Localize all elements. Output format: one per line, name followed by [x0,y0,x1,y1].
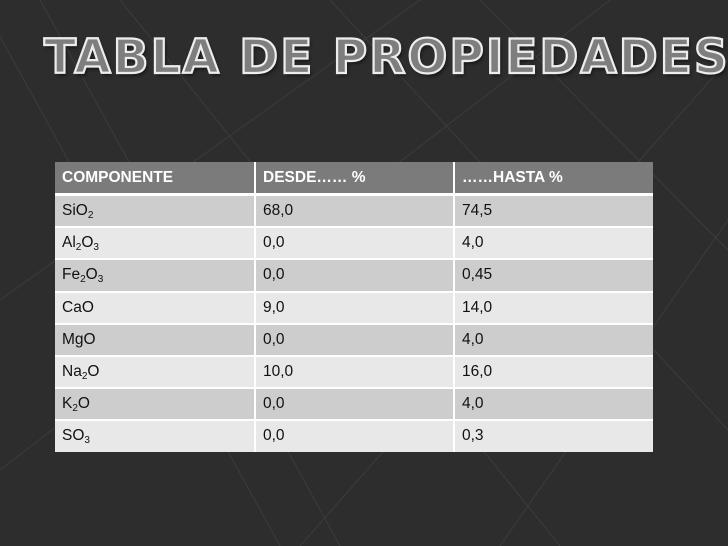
cell-component: Fe2O3 [55,259,256,293]
formula-symbol: K [62,395,73,413]
formula-symbol: O [77,395,90,413]
formula-symbol: O [87,363,100,381]
cell-component: Al2O3 [55,227,256,261]
slide-title: TABLA DE PROPIEDADES [43,30,728,85]
cell-component: Na2O [55,355,256,390]
table-row: SO3 0,0 0,3 [55,420,653,452]
cell-desde: 0,0 [255,420,455,452]
cell-desde: 68,0 [255,194,455,229]
cell-hasta: 74,5 [454,194,653,229]
cell-desde: 9,0 [255,291,455,325]
formula-subscript: 2 [75,242,82,254]
header-componente: COMPONENTE [55,162,256,196]
formula-subscript: 3 [97,274,104,286]
table-row: Fe2O3 0,0 0,45 [55,259,653,293]
table-header-row: COMPONENTE DESDE…… % ……HASTA % [55,162,653,196]
cell-hasta: 4,0 [454,227,653,261]
table-row: SiO2 68,0 74,5 [55,194,653,229]
formula-symbol: Al [62,234,76,252]
cell-hasta: 4,0 [454,388,653,422]
formula-subscript: 2 [80,274,86,286]
formula-symbol: CaO [62,298,94,316]
formula-symbol: O [85,266,98,284]
cell-hasta: 14,0 [454,291,653,325]
header-hasta: ……HASTA % [454,162,653,196]
formula-symbol: Fe [62,266,81,284]
cell-desde: 0,0 [255,259,455,293]
formula-subscript: 2 [87,210,94,222]
table-row: Al2O3 0,0 4,0 [55,227,653,261]
formula-symbol: O [81,234,94,252]
cell-component: SO3 [55,420,256,452]
cell-hasta: 4,0 [454,323,653,357]
cell-hasta: 0,3 [454,420,653,452]
cell-component: K2O [55,388,256,422]
formula-symbol: Si [62,202,76,220]
table-body: SiO2 68,0 74,5 Al2O3 0,0 4,0 Fe2O3 0,0 0,45 CaO 9,… [55,194,653,452]
table-row: CaO 9,0 14,0 [55,291,653,325]
formula-symbol: S [62,427,73,445]
header-desde: DESDE…… % [255,162,455,196]
formula-symbol: O [75,202,88,220]
formula-subscript: 2 [81,371,88,383]
cell-hasta: 0,45 [454,259,653,293]
cell-desde: 0,0 [255,388,455,422]
formula-symbol: Na [62,363,82,381]
cell-hasta: 16,0 [454,355,653,390]
table-row: Na2O 10,0 16,0 [55,355,653,390]
cell-desde: 0,0 [255,227,455,261]
properties-table: COMPONENTE DESDE…… % ……HASTA % SiO2 68,0 7… [55,162,653,452]
formula-subscript: 2 [72,403,78,415]
table-row: K2O 0,0 4,0 [55,388,653,422]
cell-desde: 0,0 [255,323,455,357]
cell-component: MgO [55,323,256,357]
formula-symbol: MgO [62,330,96,348]
table-row: MgO 0,0 4,0 [55,323,653,357]
formula-subscript: 3 [84,435,90,447]
formula-subscript: 3 [93,242,99,254]
cell-component: SiO2 [55,194,256,229]
cell-component: CaO [55,291,256,325]
formula-symbol: O [72,427,85,445]
cell-desde: 10,0 [255,355,455,390]
